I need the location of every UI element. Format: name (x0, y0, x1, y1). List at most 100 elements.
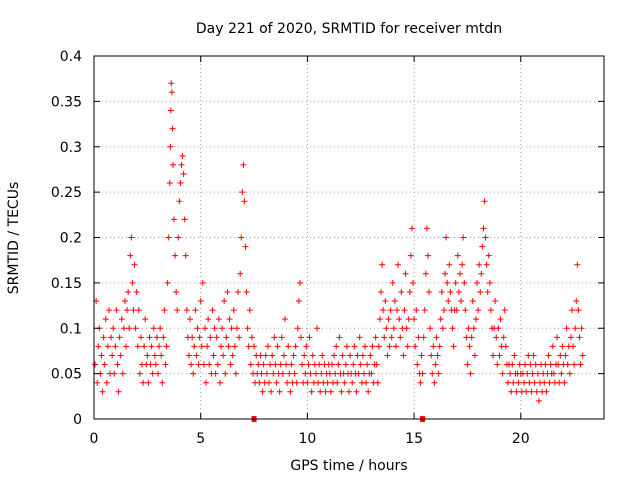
data-point (176, 198, 183, 205)
data-point (527, 361, 534, 368)
data-point (110, 325, 117, 332)
data-point (324, 379, 331, 386)
data-point (468, 334, 475, 341)
data-point (534, 370, 541, 377)
data-point (127, 252, 134, 259)
data-point (144, 352, 151, 359)
data-point (541, 379, 548, 386)
data-point (224, 288, 231, 295)
data-point (156, 343, 163, 350)
data-point (240, 161, 247, 168)
data-point (525, 352, 532, 359)
data-point (213, 334, 220, 341)
data-point (251, 343, 258, 350)
data-point (432, 361, 439, 368)
data-point (545, 352, 552, 359)
data-point (189, 334, 196, 341)
data-point (102, 316, 109, 323)
data-point (434, 352, 441, 359)
data-point (415, 334, 422, 341)
data-point (336, 334, 343, 341)
data-point (447, 288, 454, 295)
x-axis-label: GPS time / hours (290, 458, 407, 474)
data-point (292, 343, 299, 350)
data-points (92, 80, 586, 404)
x-tick-label: 5 (196, 431, 205, 447)
data-point (211, 325, 218, 332)
data-point (319, 352, 326, 359)
data-point (231, 343, 238, 350)
data-point (209, 307, 216, 314)
data-point (177, 180, 184, 187)
data-point (304, 379, 311, 386)
data-point (379, 261, 386, 268)
data-point (338, 388, 345, 395)
data-point (567, 334, 574, 341)
data-point (316, 361, 323, 368)
data-point (120, 325, 127, 332)
data-point (363, 379, 370, 386)
data-point (547, 361, 554, 368)
data-point (351, 343, 358, 350)
data-point (100, 334, 107, 341)
data-point (169, 125, 176, 132)
data-point (315, 379, 322, 386)
data-point (442, 270, 449, 277)
data-point (413, 307, 420, 314)
data-point (354, 352, 361, 359)
data-point (204, 343, 211, 350)
data-point (267, 361, 274, 368)
data-point (452, 279, 459, 286)
y-tick-label: 0.35 (51, 94, 82, 110)
data-point (294, 325, 301, 332)
data-point (299, 361, 306, 368)
data-point (335, 361, 342, 368)
data-point (195, 361, 202, 368)
x-tick-label: 20 (512, 431, 530, 447)
data-point (239, 189, 246, 196)
data-point (296, 279, 303, 286)
data-point (424, 252, 431, 259)
data-point (257, 352, 264, 359)
data-point (287, 388, 294, 395)
data-point (398, 288, 405, 295)
data-point (461, 279, 468, 286)
data-point (372, 334, 379, 341)
data-point (167, 107, 174, 114)
data-point (272, 361, 279, 368)
data-point (532, 361, 539, 368)
data-point (247, 361, 254, 368)
data-point (564, 361, 571, 368)
data-point (471, 352, 478, 359)
data-point (418, 352, 425, 359)
data-point (145, 379, 152, 386)
data-point (469, 298, 476, 305)
data-point (403, 325, 410, 332)
data-point (206, 361, 213, 368)
data-point (343, 343, 350, 350)
data-point (557, 352, 564, 359)
data-point (245, 343, 252, 350)
data-point (574, 261, 581, 268)
data-point (430, 343, 437, 350)
x-tick-label: 15 (405, 431, 423, 447)
data-point (472, 316, 479, 323)
data-point (410, 279, 417, 286)
data-point (558, 370, 565, 377)
data-point (543, 388, 550, 395)
data-point (483, 261, 490, 268)
data-point (281, 316, 288, 323)
data-point (220, 352, 227, 359)
data-point (362, 343, 369, 350)
data-point (159, 379, 166, 386)
data-point (390, 325, 397, 332)
data-point (268, 388, 275, 395)
data-point (549, 343, 556, 350)
data-point (342, 361, 349, 368)
data-point (450, 343, 457, 350)
data-point (384, 352, 391, 359)
data-point (153, 334, 160, 341)
data-point (291, 370, 298, 377)
data-point (350, 361, 357, 368)
data-point (554, 334, 561, 341)
